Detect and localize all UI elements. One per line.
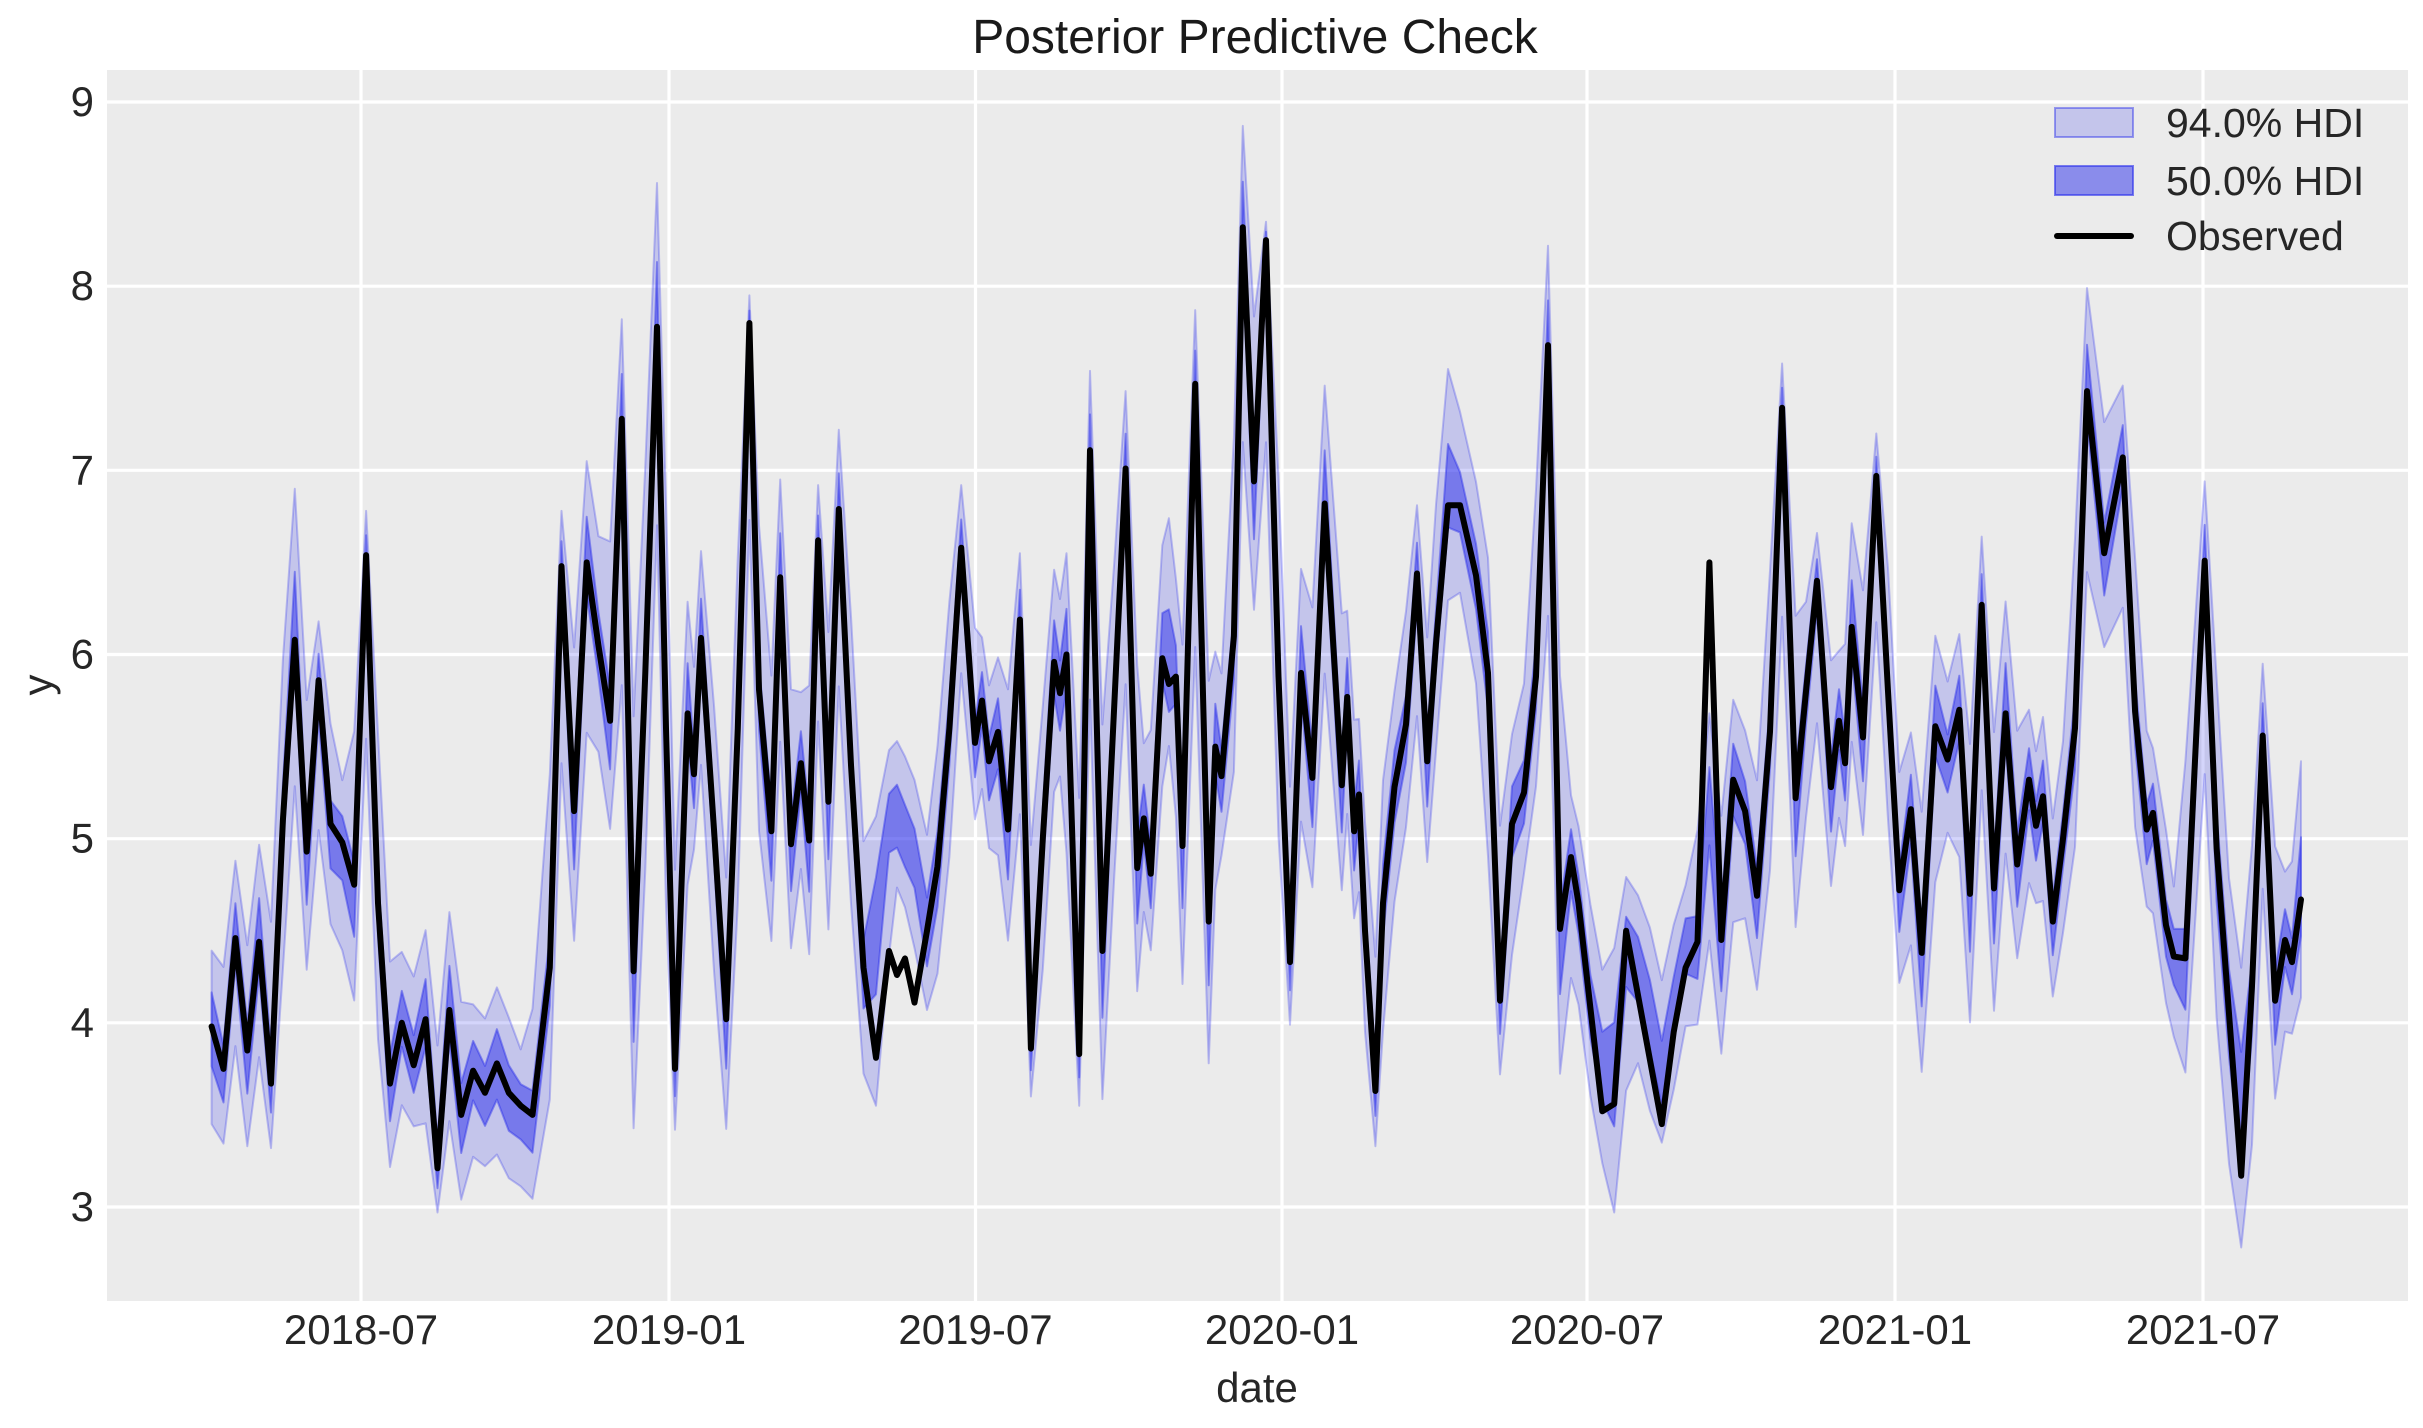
svg-text:2019-01: 2019-01 (592, 1306, 746, 1353)
svg-text:Observed: Observed (2166, 213, 2344, 259)
svg-text:4: 4 (71, 999, 94, 1046)
svg-text:5: 5 (71, 815, 94, 862)
svg-text:7: 7 (71, 446, 94, 493)
svg-text:6: 6 (71, 631, 94, 678)
svg-text:50.0% HDI: 50.0% HDI (2166, 158, 2364, 204)
svg-text:9: 9 (71, 78, 94, 125)
svg-text:Posterior Predictive Check: Posterior Predictive Check (972, 11, 1539, 64)
svg-text:2021-01: 2021-01 (1818, 1306, 1972, 1353)
svg-text:2020-01: 2020-01 (1205, 1306, 1359, 1353)
svg-text:date: date (1216, 1364, 1298, 1411)
svg-text:8: 8 (71, 262, 94, 309)
svg-text:2018-07: 2018-07 (284, 1306, 438, 1353)
svg-text:2020-07: 2020-07 (1510, 1306, 1664, 1353)
svg-text:2021-07: 2021-07 (2126, 1306, 2280, 1353)
svg-text:y: y (14, 675, 61, 696)
svg-text:2019-07: 2019-07 (898, 1306, 1052, 1353)
svg-text:94.0% HDI: 94.0% HDI (2166, 100, 2364, 146)
svg-text:3: 3 (71, 1183, 94, 1230)
